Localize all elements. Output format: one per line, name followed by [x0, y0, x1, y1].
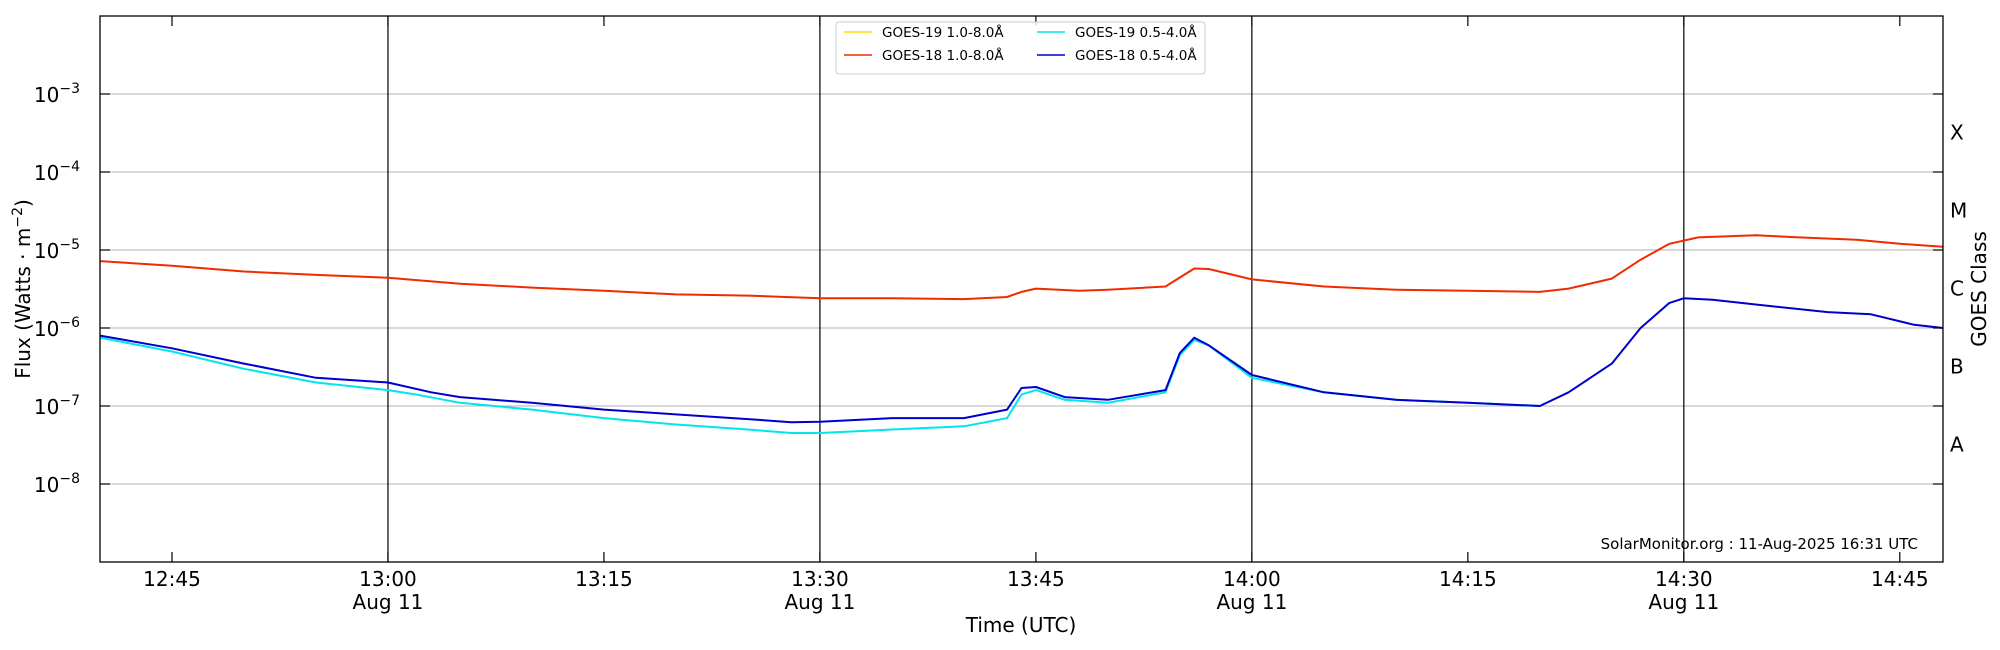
y-tick-label-base: 10: [34, 473, 59, 497]
y-tick-label-base: 10: [34, 395, 59, 419]
credit-text: SolarMonitor.org : 11-Aug-2025 16:31 UTC: [1601, 535, 1918, 553]
legend-label: GOES-18 0.5-4.0Å: [1075, 47, 1197, 64]
y-tick-label: 10−6: [34, 315, 80, 341]
goes-class-labels: A B C M X: [1950, 121, 1967, 457]
goes-class-label: C: [1950, 277, 1964, 301]
y-tick-label-exponent: −6: [59, 315, 80, 331]
y-tick-label-exponent: −3: [59, 81, 80, 97]
x-axis-title: Time (UTC): [965, 613, 1077, 637]
x-tick-label: 13:30: [791, 567, 849, 591]
series-line-goes-18-0-5-4-0: [99, 297, 1944, 424]
goes-class-label: B: [1950, 355, 1964, 379]
flux-series: [99, 234, 1944, 434]
goes-class-label: A: [1950, 433, 1964, 457]
x-tick-label: 12:45: [143, 567, 201, 591]
goes-class-axis-title: GOES Class: [1967, 231, 1991, 347]
goes-class-label: M: [1950, 199, 1967, 223]
legend-label: GOES-19 1.0-8.0Å: [882, 24, 1004, 41]
legend-label: GOES-18 1.0-8.0Å: [882, 47, 1004, 64]
y-tick-label-base: 10: [34, 239, 59, 263]
y-tick-label: 10−7: [34, 393, 80, 419]
y-tick-label-exponent: −4: [59, 159, 80, 175]
y-tick-label: 10−4: [34, 159, 80, 185]
x-tick-date-label: Aug 11: [1648, 590, 1719, 614]
y-tick-label: 10−8: [34, 471, 80, 497]
x-tick-date-label: Aug 11: [784, 590, 855, 614]
x-tick-label: 14:30: [1655, 567, 1713, 591]
grid-lines: [100, 93, 1943, 485]
plot-frame: [99, 15, 1944, 563]
y-tick-label: 10−5: [34, 237, 80, 263]
y-axis-title: Flux (Watts · m−2): [10, 199, 35, 379]
x-tick-label: 13:00: [359, 567, 417, 591]
x-tick-label: 14:00: [1223, 567, 1281, 591]
series-line-goes-18-1-0-8-0: [99, 234, 1944, 301]
day-marker-lines: [387, 16, 1685, 562]
y-tick-label: 10−3: [34, 81, 80, 107]
y-tick-label-exponent: −7: [59, 393, 80, 409]
y-axis-title-main: Flux (Watts · m: [11, 228, 35, 379]
y-axis-ticks: 10−810−710−610−510−410−3: [34, 81, 1943, 497]
legend-label: GOES-19 0.5-4.0Å: [1075, 24, 1197, 41]
y-tick-label-exponent: −5: [59, 237, 80, 253]
x-tick-label: 14:45: [1871, 567, 1929, 591]
y-tick-label-base: 10: [34, 317, 59, 341]
y-tick-label-base: 10: [34, 83, 59, 107]
x-tick-label: 14:15: [1439, 567, 1497, 591]
x-tick-label: 13:15: [575, 567, 633, 591]
legend: GOES-19 1.0-8.0Å GOES-19 0.5-4.0Å GOES-18 …: [835, 21, 1206, 75]
y-tick-label-base: 10: [34, 161, 59, 185]
goes-class-label: X: [1950, 121, 1964, 145]
y-tick-label-exponent: −8: [59, 471, 80, 487]
y-axis-title-exponent: −2: [10, 207, 26, 228]
x-tick-label: 13:45: [1007, 567, 1065, 591]
y-axis-title-close: ): [11, 199, 35, 207]
x-tick-date-label: Aug 11: [1216, 590, 1287, 614]
legend-box: [835, 21, 1206, 75]
x-tick-date-label: Aug 11: [353, 590, 424, 614]
